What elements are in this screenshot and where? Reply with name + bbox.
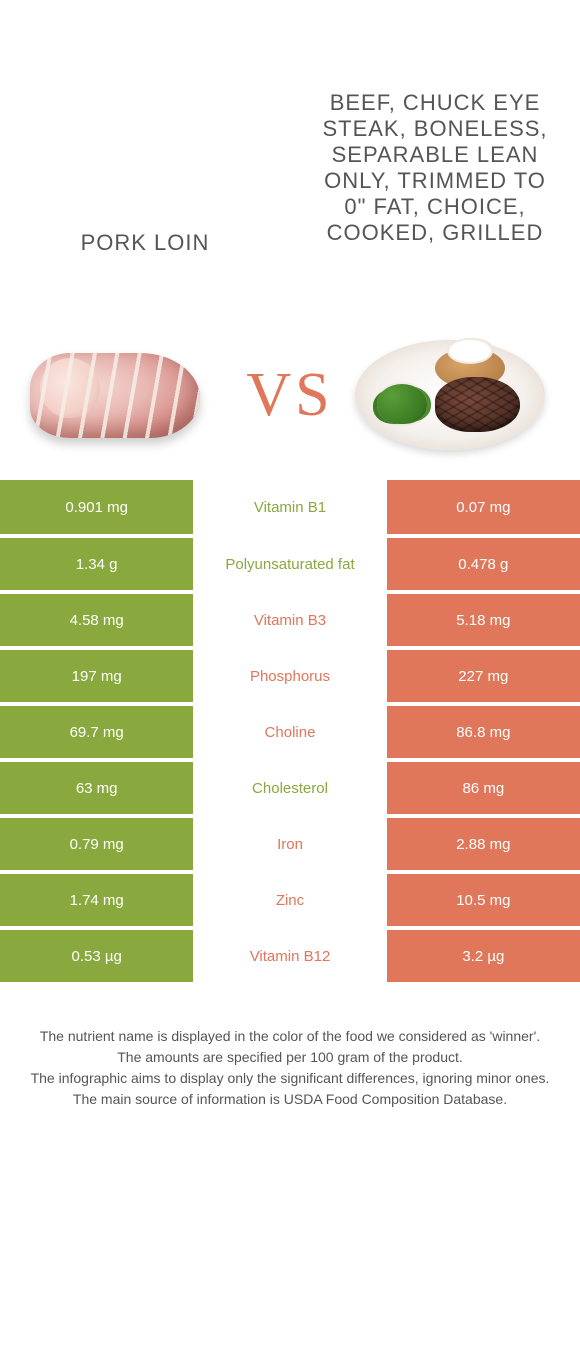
table-row: 0.53 µgVitamin B123.2 µg xyxy=(0,928,580,984)
left-value-cell: 0.79 mg xyxy=(0,816,193,872)
right-value-cell: 2.88 mg xyxy=(387,816,580,872)
nutrient-name-cell: Zinc xyxy=(193,872,386,928)
nutrient-name-cell: Polyunsaturated fat xyxy=(193,536,386,592)
nutrient-name-cell: Phosphorus xyxy=(193,648,386,704)
right-value-cell: 86.8 mg xyxy=(387,704,580,760)
table-row: 1.74 mgZinc10.5 mg xyxy=(0,872,580,928)
vs-label: VS xyxy=(246,360,333,431)
vs-label-wrap: VS xyxy=(246,360,333,431)
right-food-column: Beef, chuck eye steak, boneless, separab… xyxy=(320,90,550,261)
table-row: 1.34 gPolyunsaturated fat0.478 g xyxy=(0,536,580,592)
footer-line-4: The main source of information is USDA F… xyxy=(25,1089,555,1110)
nutrient-name-cell: Vitamin B12 xyxy=(193,928,386,984)
right-food-title: Beef, chuck eye steak, boneless, separab… xyxy=(320,90,550,246)
left-value-cell: 0.53 µg xyxy=(0,928,193,984)
nutrient-comparison-table: 0.901 mgVitamin B10.07 mg1.34 gPolyunsat… xyxy=(0,480,580,986)
nutrient-name-cell: Iron xyxy=(193,816,386,872)
right-value-cell: 0.478 g xyxy=(387,536,580,592)
left-value-cell: 63 mg xyxy=(0,760,193,816)
left-value-cell: 1.74 mg xyxy=(0,872,193,928)
left-value-cell: 4.58 mg xyxy=(0,592,193,648)
right-value-cell: 3.2 µg xyxy=(387,928,580,984)
nutrient-name-cell: Cholesterol xyxy=(193,760,386,816)
footer-notes: The nutrient name is displayed in the co… xyxy=(0,986,580,1190)
right-value-cell: 10.5 mg xyxy=(387,872,580,928)
right-value-cell: 5.18 mg xyxy=(387,592,580,648)
comparison-header: Pork loin Beef, chuck eye steak, boneles… xyxy=(0,0,580,340)
table-row: 0.79 mgIron2.88 mg xyxy=(0,816,580,872)
food-images-row: VS xyxy=(0,340,580,480)
right-value-cell: 227 mg xyxy=(387,648,580,704)
left-food-title: Pork loin xyxy=(30,230,260,256)
nutrient-name-cell: Vitamin B3 xyxy=(193,592,386,648)
table-row: 4.58 mgVitamin B35.18 mg xyxy=(0,592,580,648)
right-value-cell: 86 mg xyxy=(387,760,580,816)
nutrient-name-cell: Vitamin B1 xyxy=(193,480,386,536)
nutrient-name-cell: Choline xyxy=(193,704,386,760)
pork-loin-illustration xyxy=(30,353,200,438)
left-value-cell: 0.901 mg xyxy=(0,480,193,536)
left-value-cell: 69.7 mg xyxy=(0,704,193,760)
left-food-column: Pork loin xyxy=(30,80,260,271)
left-food-image xyxy=(30,353,230,438)
footer-line-3: The infographic aims to display only the… xyxy=(25,1068,555,1089)
beef-plate-illustration xyxy=(355,340,545,450)
table-row: 197 mgPhosphorus227 mg xyxy=(0,648,580,704)
footer-line-1: The nutrient name is displayed in the co… xyxy=(25,1026,555,1047)
footer-line-2: The amounts are specified per 100 gram o… xyxy=(25,1047,555,1068)
left-value-cell: 1.34 g xyxy=(0,536,193,592)
table-row: 63 mgCholesterol86 mg xyxy=(0,760,580,816)
table-row: 0.901 mgVitamin B10.07 mg xyxy=(0,480,580,536)
right-food-image xyxy=(350,340,550,450)
table-row: 69.7 mgCholine86.8 mg xyxy=(0,704,580,760)
left-value-cell: 197 mg xyxy=(0,648,193,704)
right-value-cell: 0.07 mg xyxy=(387,480,580,536)
